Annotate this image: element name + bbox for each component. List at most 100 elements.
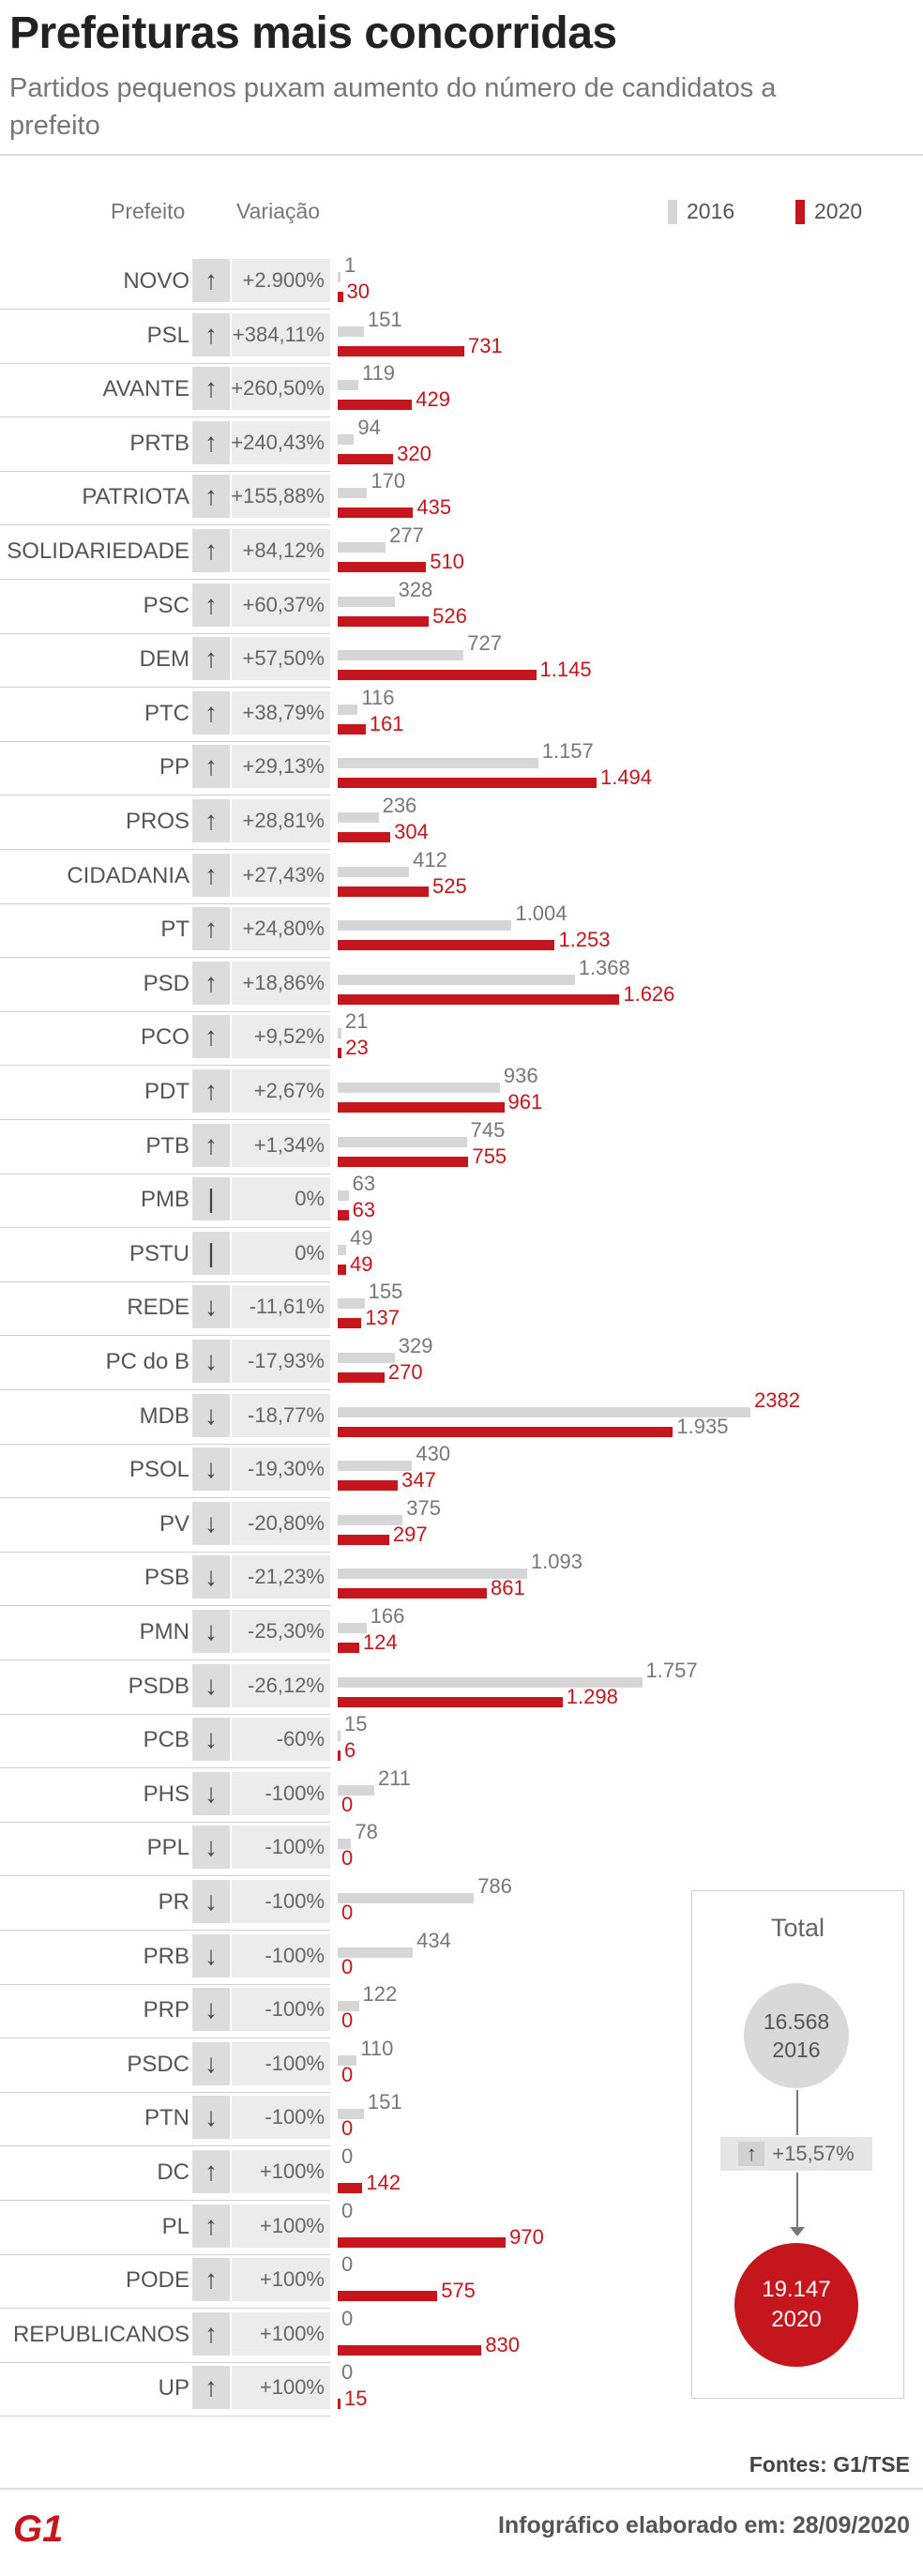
bar-2020 bbox=[338, 2291, 438, 2302]
value-label-2016: 63 bbox=[352, 1172, 376, 1196]
bar-2020 bbox=[338, 1426, 673, 1437]
variation-cell: +240,43% bbox=[231, 420, 330, 464]
arrow-down-icon: ↓ bbox=[192, 1880, 230, 1923]
variation-cell: -60% bbox=[232, 1718, 330, 1762]
variation-cell: +9,52% bbox=[232, 1015, 330, 1059]
arrow-up-icon: ↑ bbox=[192, 2150, 230, 2193]
value-label-2016: 236 bbox=[382, 794, 417, 817]
value-label-2020: 1.626 bbox=[623, 981, 675, 1006]
arrow-up-icon: ↑ bbox=[192, 637, 230, 681]
value-label-2020: 755 bbox=[472, 1144, 507, 1168]
value-label-2020: 0 bbox=[341, 2116, 354, 2141]
arrow-up-icon: ↑ bbox=[192, 853, 230, 897]
arrow-up-icon: ↑ bbox=[192, 799, 230, 842]
variation-value: +155,88% bbox=[231, 484, 325, 508]
row-divider bbox=[0, 632, 330, 634]
chart-row: PDT ↑ +2,67% 936 961 bbox=[0, 1064, 923, 1120]
bar-2016 bbox=[338, 1568, 527, 1580]
value-label-2016: 2382 bbox=[754, 1387, 800, 1412]
chart-row: PODE ↑ +100% 0 575 bbox=[0, 2252, 923, 2310]
variation-cell: -100% bbox=[232, 1880, 330, 1923]
variation-cell: +2,67% bbox=[232, 1069, 330, 1113]
row-divider bbox=[0, 1767, 330, 1769]
value-label-2016: 0 bbox=[341, 2252, 354, 2277]
value-label-2020: 1.494 bbox=[599, 765, 653, 790]
variation-value: -19,30% bbox=[248, 1457, 325, 1481]
row-divider bbox=[0, 1605, 330, 1607]
value-label-2016: 116 bbox=[361, 685, 395, 709]
bar-2020 bbox=[338, 2344, 482, 2356]
value-label-2020: 15 bbox=[344, 2387, 368, 2411]
bar-2020 bbox=[338, 453, 394, 464]
variation-cell: +27,43% bbox=[232, 853, 330, 897]
value-label-2020: 970 bbox=[509, 2224, 544, 2249]
bar-2020 bbox=[338, 1318, 362, 1329]
party-label: PHS bbox=[143, 1780, 189, 1807]
row-divider bbox=[0, 1713, 330, 1715]
variation-cell: -100% bbox=[232, 2096, 330, 2140]
arrow-up-icon: ↑ bbox=[192, 690, 230, 735]
row-divider bbox=[0, 2253, 330, 2255]
value-label-2020: 30 bbox=[346, 280, 371, 303]
value-label-2016: 15 bbox=[344, 1712, 368, 1736]
value-label-2020: 137 bbox=[365, 1306, 401, 1330]
chart-row: AVANTE ↑ +260,50% 119 429 bbox=[0, 361, 923, 418]
bar-2016 bbox=[338, 650, 464, 661]
bar-2016 bbox=[338, 1190, 349, 1202]
variation-value: +100% bbox=[259, 2159, 325, 2183]
variation-value: +9,52% bbox=[253, 1024, 325, 1049]
row-divider bbox=[0, 470, 330, 472]
party-label: PSOL bbox=[129, 1457, 189, 1483]
variation-value: +29,13% bbox=[242, 754, 325, 779]
arrow-up-icon: ↑ bbox=[192, 475, 230, 519]
variation-cell: -100% bbox=[232, 1988, 330, 2032]
variation-value: +84,12% bbox=[242, 538, 325, 562]
row-divider bbox=[0, 687, 330, 689]
variation-value: +24,80% bbox=[242, 917, 325, 941]
bar-2020 bbox=[338, 1156, 469, 1167]
party-label: PTC bbox=[144, 700, 189, 726]
row-divider bbox=[0, 795, 330, 796]
party-label: REDE bbox=[127, 1295, 189, 1321]
bar-2016 bbox=[338, 1839, 352, 1850]
value-label-2016: 170 bbox=[371, 469, 406, 493]
value-label-2020: 0 bbox=[341, 1846, 354, 1871]
variation-cell: +260,50% bbox=[231, 367, 330, 411]
chart-row: DEM ↑ +57,50% 727 1.145 bbox=[0, 631, 923, 689]
chart-row: PTN ↓ -100% 151 0 bbox=[0, 2090, 923, 2147]
page-title: Prefeituras mais concorridas bbox=[9, 8, 617, 58]
bar-2016 bbox=[338, 542, 386, 553]
value-label-2020: 961 bbox=[507, 1090, 543, 1114]
row-divider bbox=[0, 740, 330, 742]
arrow-up-icon: ↑ bbox=[192, 367, 230, 411]
page-subtitle: Partidos pequenos puxam aumento do númer… bbox=[9, 73, 777, 141]
arrow-up-icon: ↑ bbox=[192, 312, 230, 356]
bar-2016 bbox=[338, 1676, 643, 1688]
bar-2016 bbox=[338, 433, 355, 445]
party-label: PCB bbox=[143, 1727, 189, 1753]
arrow-down-icon: ↓ bbox=[192, 1555, 230, 1599]
chart-row: PMB | 0% 63 63 bbox=[0, 1172, 923, 1229]
party-label: PV bbox=[159, 1510, 189, 1537]
bar-2020 bbox=[338, 886, 429, 897]
chart-row: PP ↑ +29,13% 1.157 1.494 bbox=[0, 739, 923, 796]
variation-cell: +100% bbox=[232, 2311, 330, 2356]
variation-value: -11,61% bbox=[249, 1295, 325, 1319]
bar-2020 bbox=[338, 508, 414, 519]
row-divider bbox=[0, 1983, 330, 1985]
bar-2016 bbox=[338, 1731, 340, 1742]
arrow-down-icon: ↓ bbox=[192, 1340, 230, 1383]
chart-row: PATRIOTA ↑ +155,88% 170 435 bbox=[0, 469, 923, 526]
arrow-up-icon: ↑ bbox=[192, 420, 230, 464]
variation-cell: +57,50% bbox=[232, 637, 330, 681]
total-2016-value: 16.568 bbox=[763, 2009, 830, 2034]
value-label-2016: 1 bbox=[344, 253, 356, 277]
variation-value: -100% bbox=[265, 1997, 325, 2022]
bar-2016 bbox=[338, 704, 358, 715]
arrow-down-icon bbox=[790, 2227, 805, 2236]
value-label-2020: 320 bbox=[397, 441, 431, 465]
chart-row: PSB ↓ -21,23% 1.093 861 bbox=[0, 1550, 923, 1607]
chart-row: PSOL ↓ -19,30% 430 347 bbox=[0, 1442, 923, 1499]
value-label-2020: 525 bbox=[431, 873, 467, 898]
legend-2020: 2020 bbox=[795, 199, 862, 224]
